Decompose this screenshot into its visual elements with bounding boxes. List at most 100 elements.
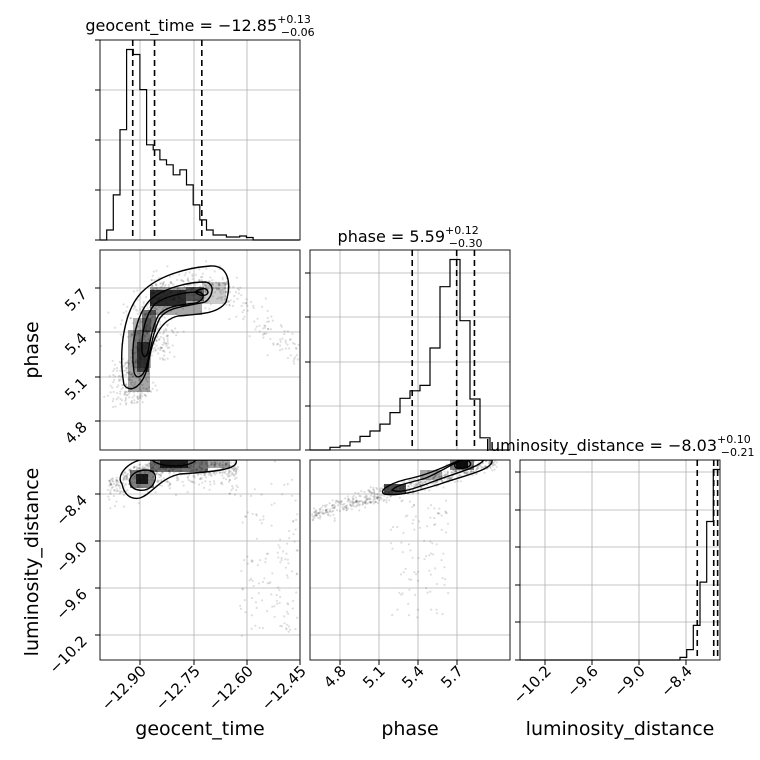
sample-point [213,463,216,466]
sample-point [248,335,251,338]
sample-point [128,468,131,471]
sample-point [136,395,139,398]
ytick-label-phase: 5.1 [61,374,91,404]
sample-point [233,461,236,464]
sample-point [264,324,267,327]
sample-point [138,338,141,341]
grid-luminosity-distance-vs-phase [310,460,510,660]
sample-point [136,309,139,312]
sample-point [364,502,367,505]
sample-point [134,305,137,308]
frame-luminosity-distance-vs-geocent-time [99,459,301,661]
sample-point [167,484,170,487]
sample-point [364,500,367,503]
sample-point [414,593,417,597]
sample-point [146,390,149,393]
sample-point [241,588,244,591]
sample-point [126,361,129,364]
sample-point [138,467,141,470]
sample-point [236,486,239,489]
sample-point [216,288,219,291]
sample-point [333,506,336,509]
sample-point [132,307,135,310]
sample-point [225,462,228,465]
sample-point [365,495,368,498]
sample-point [413,483,416,486]
sample-point [207,466,210,469]
sample-point [216,297,219,300]
xtick-label-luminosity-distance: −8.4 [657,662,695,700]
sample-point [273,615,276,618]
sample-point [199,310,203,313]
sample-point [291,607,294,610]
sample-point [418,526,421,529]
sample-point [130,333,133,336]
sample-point [157,479,160,482]
sample-point [166,334,169,337]
sample-point [175,479,179,482]
sample-point [136,400,139,403]
sample-point [443,566,446,569]
sample-point [216,462,219,465]
sample-point [218,284,221,287]
sample-point [201,481,204,484]
sample-point [155,389,159,392]
sample-point [363,495,366,498]
sample-point [113,375,116,378]
sample-point [116,483,119,486]
sample-point [326,508,329,511]
sample-point [435,608,438,611]
sample-point [205,284,208,287]
sample-point [277,544,280,547]
sample-point [456,480,459,483]
sample-point [122,357,125,360]
sample-point [374,500,377,503]
sample-point [470,469,473,472]
sample-point [124,398,127,401]
ytick-marks-luminosity-distance-hist [515,471,520,661]
sample-point [415,573,418,576]
sample-point [208,480,212,483]
sample-point [401,592,404,595]
sample-point [234,468,237,471]
sample-point [109,384,112,387]
sample-point [166,324,169,327]
sample-point [423,539,426,542]
sample-point [379,489,382,492]
sample-point [142,338,145,341]
sample-point [111,359,114,362]
sample-point [240,569,243,573]
sample-point [407,484,410,488]
sample-point [412,504,416,507]
sample-point [134,351,137,354]
sample-point [284,341,287,344]
sample-point [106,488,110,492]
sample-point [194,273,198,276]
sample-point [349,503,352,506]
sample-point [368,498,371,501]
sample-point [156,479,159,482]
sample-point [295,591,298,594]
sample-point [159,282,162,285]
sample-point [391,614,394,617]
sample-point [129,381,133,384]
sample-point [344,497,347,500]
sample-point [115,478,118,482]
sample-point [375,497,379,500]
sample-point [220,292,223,295]
sample-point [425,479,429,483]
sample-point [357,492,360,495]
sample-point [466,472,469,475]
sample-point [224,463,227,467]
sample-point [294,356,297,359]
sample-point [385,501,388,504]
sample-point [398,496,401,499]
sample-point [484,460,487,463]
sample-point [265,332,268,335]
sample-point [166,357,169,360]
sample-point [345,509,348,512]
sample-point [272,342,275,345]
sample-point [328,508,331,511]
panel-phase-hist: phase = 5.59+0.12 −0.30 [305,224,511,451]
sample-point [369,501,372,504]
